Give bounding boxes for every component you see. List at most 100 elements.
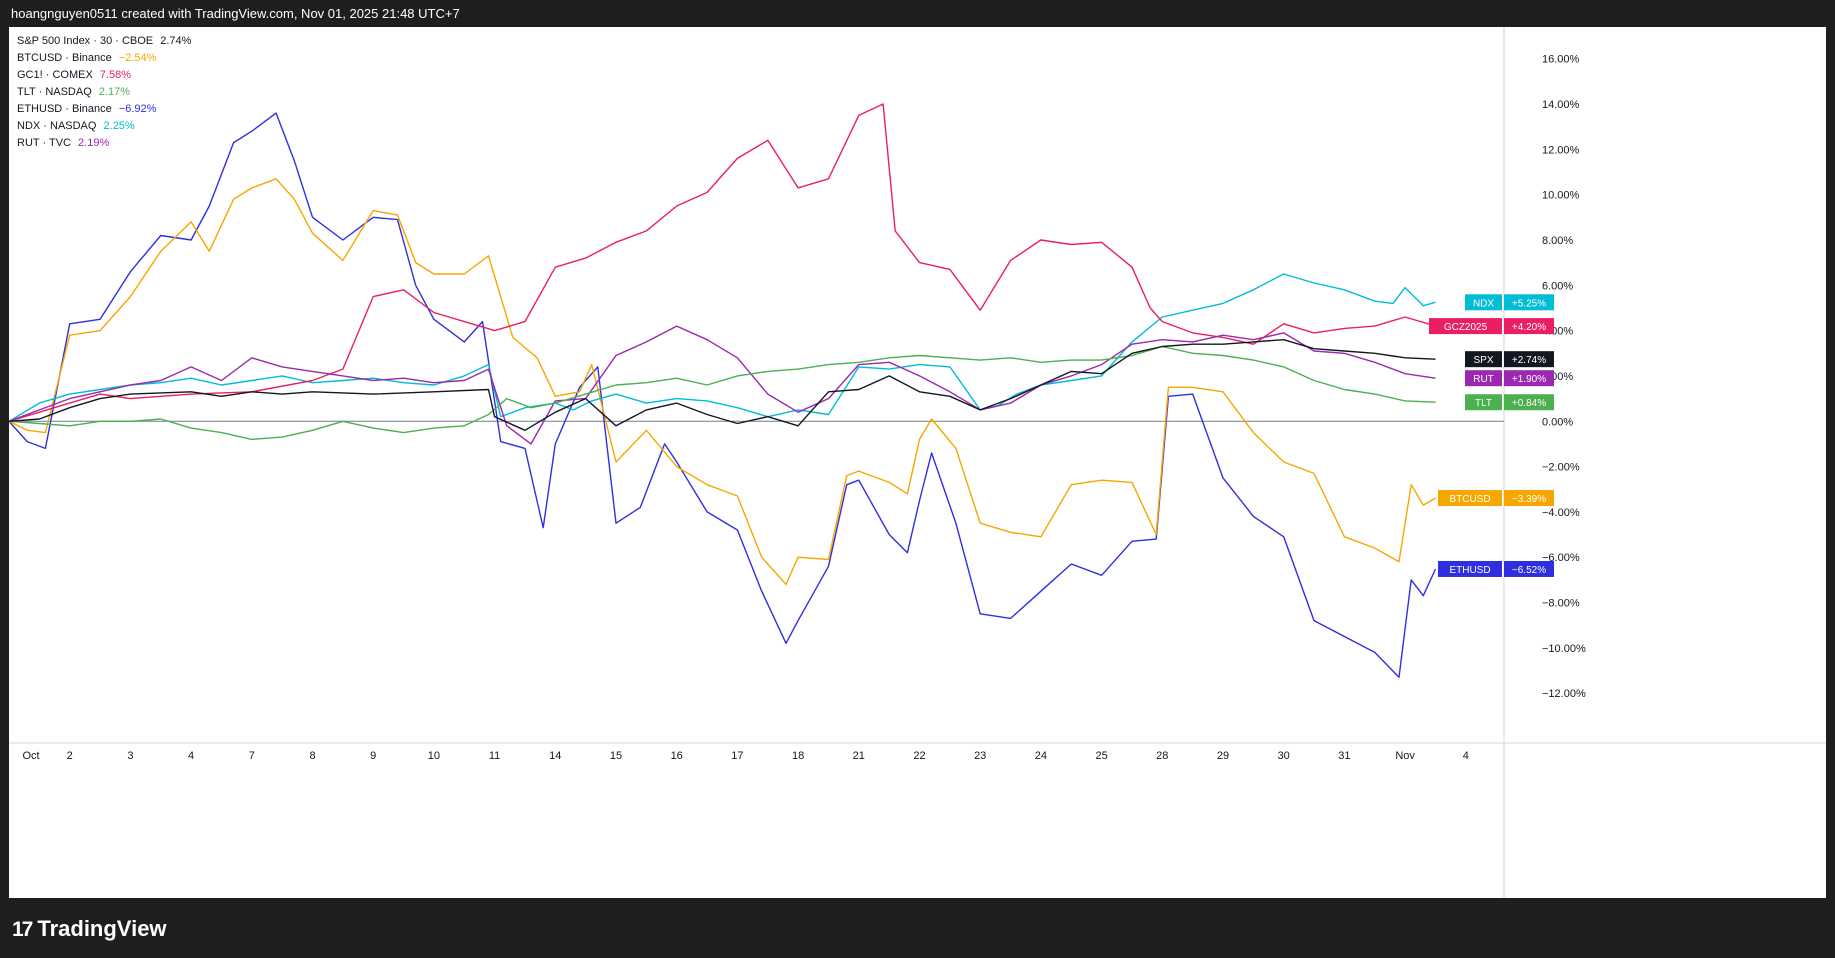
series-value-tag-tlt xyxy=(1504,394,1554,411)
logo-text: TradingView xyxy=(37,916,167,941)
x-tick-label: 28 xyxy=(1156,750,1168,762)
series-value-tag-ethusd xyxy=(1504,560,1554,577)
series-badge-label: NDX xyxy=(1473,298,1494,309)
series-value-label: +1.90% xyxy=(1512,374,1546,385)
y-tick-label: −8.00% xyxy=(1542,598,1580,610)
series-value-label: −6.52% xyxy=(1512,565,1546,576)
x-tick-label: 3 xyxy=(127,750,133,762)
plot-area[interactable]: −12.00%−10.00%−8.00%−6.00%−4.00%−2.00%0.… xyxy=(9,27,1826,898)
y-tick-label: 6.00% xyxy=(1542,280,1573,292)
legend-row[interactable]: GC1! · COMEX 7.58% xyxy=(17,67,191,84)
x-tick-label: 23 xyxy=(974,750,986,762)
x-tick-label: 9 xyxy=(370,750,376,762)
x-tick-label: 25 xyxy=(1095,750,1107,762)
legend-symbol: ETHUSD · Binance xyxy=(17,103,115,115)
legend-row[interactable]: BTCUSD · Binance −2.54% xyxy=(17,50,191,67)
series-line-gcz2025[interactable] xyxy=(9,103,1436,422)
x-tick-label: 4 xyxy=(1463,750,1469,762)
series-badge-ndx xyxy=(1465,294,1502,311)
legend-symbol: TLT · NASDAQ xyxy=(17,86,95,98)
x-tick-label: 14 xyxy=(549,750,561,762)
series-line-btcusd[interactable] xyxy=(9,178,1436,586)
x-tick-label: 7 xyxy=(249,750,255,762)
x-tick-label: 15 xyxy=(610,750,622,762)
series-badge-tlt xyxy=(1465,394,1502,411)
x-tick-label: 10 xyxy=(428,750,440,762)
series-value-label: +4.20% xyxy=(1512,322,1546,333)
legend-row[interactable]: S&P 500 Index · 30 · CBOE 2.74% xyxy=(17,33,191,50)
chart-footer: 17 TradingView xyxy=(0,898,1835,958)
x-tick-label: Nov xyxy=(1395,750,1415,762)
chart-panel[interactable]: −12.00% −10.00% −8.00% −6.00% −4.00% −2.00% 0.… xyxy=(9,27,1826,898)
y-tick-label: 16.00% xyxy=(1542,54,1580,66)
series-badge-label: BTCUSD xyxy=(1449,494,1490,505)
x-tick-label: 24 xyxy=(1035,750,1047,762)
legend-value: 2.74% xyxy=(160,35,192,47)
x-tick-label: 30 xyxy=(1278,750,1290,762)
series-badge-ethusd xyxy=(1438,560,1502,577)
series-value-label: +2.74% xyxy=(1512,355,1546,366)
y-tick-label: −10.00% xyxy=(1542,643,1586,655)
x-tick-label: Oct xyxy=(22,750,39,762)
series-line-tlt[interactable] xyxy=(9,345,1436,441)
legend-symbol: GC1! · COMEX xyxy=(17,69,96,81)
legend-row[interactable]: NDX · NASDAQ 2.25% xyxy=(17,118,191,135)
logo-mark-icon: 17 xyxy=(12,918,33,941)
x-tick-label: 31 xyxy=(1338,750,1350,762)
legend-value: 2.17% xyxy=(98,86,131,98)
y-tick-label: 12.00% xyxy=(1542,144,1580,156)
y-tick-label: 14.00% xyxy=(1542,99,1580,111)
series-value-tag-gcz2025 xyxy=(1504,318,1554,335)
chart-header: hoangnguyen0511 created with TradingView… xyxy=(0,0,1835,27)
x-tick-label: 21 xyxy=(853,750,865,762)
series-badge-label: SPX xyxy=(1473,355,1493,366)
legend-symbol: RUT · TVC xyxy=(17,137,75,149)
legend-value: 2.19% xyxy=(78,137,110,149)
x-tick-label: 8 xyxy=(309,750,315,762)
legend-symbol: NDX · NASDAQ xyxy=(17,120,100,132)
header-attribution: hoangnguyen0511 created with TradingView… xyxy=(11,6,460,21)
series-badge-btcusd xyxy=(1438,490,1502,507)
series-value-label: −3.39% xyxy=(1512,494,1546,505)
x-tick-label: 17 xyxy=(731,750,743,762)
series-value-tag-ndx xyxy=(1504,294,1554,311)
legend-row[interactable]: RUT · TVC 2.19% xyxy=(17,135,191,152)
series-line-ethusd[interactable] xyxy=(9,112,1437,678)
x-tick-label: 18 xyxy=(792,750,804,762)
legend-value: −2.54% xyxy=(118,52,157,64)
x-tick-label: 4 xyxy=(188,750,194,762)
tradingview-logo: 17 TradingView xyxy=(12,916,167,942)
series-badge-rut xyxy=(1465,370,1502,387)
series-badge-label: RUT xyxy=(1473,374,1494,385)
x-tick-label: 16 xyxy=(671,750,683,762)
legend-symbol: BTCUSD · Binance xyxy=(17,52,115,64)
legend-symbol: S&P 500 Index · 30 · CBOE xyxy=(17,35,157,47)
x-tick-label: 22 xyxy=(913,750,925,762)
series-line-rut[interactable] xyxy=(9,325,1436,445)
x-tick-label: 2 xyxy=(67,750,73,762)
y-tick-label: 0.00% xyxy=(1542,416,1573,428)
series-legend: S&P 500 Index · 30 · CBOE 2.74% BTCUSD · … xyxy=(17,33,191,152)
series-badge-gcz2025 xyxy=(1429,318,1502,335)
series-line-spx[interactable] xyxy=(9,339,1436,431)
legend-row[interactable]: TLT · NASDAQ 2.17% xyxy=(17,84,191,101)
series-value-label: +5.25% xyxy=(1512,298,1546,309)
series-value-label: +0.84% xyxy=(1512,398,1546,409)
y-tick-label: −12.00% xyxy=(1542,688,1586,700)
series-line-ndx[interactable] xyxy=(9,273,1436,422)
legend-value: −6.92% xyxy=(118,103,157,115)
series-value-tag-btcusd xyxy=(1504,490,1554,507)
series-value-tag-spx xyxy=(1504,351,1554,368)
y-tick-label: −2.00% xyxy=(1542,462,1580,474)
series-badge-label: ETHUSD xyxy=(1449,565,1490,576)
x-tick-label: 29 xyxy=(1217,750,1229,762)
series-badge-label: GCZ2025 xyxy=(1444,322,1488,333)
y-tick-label: −4.00% xyxy=(1542,507,1580,519)
y-tick-label: 8.00% xyxy=(1542,235,1573,247)
legend-row[interactable]: ETHUSD · Binance −6.92% xyxy=(17,101,191,118)
x-tick-label: 11 xyxy=(489,750,500,762)
series-badge-spx xyxy=(1465,351,1502,368)
series-value-tag-rut xyxy=(1504,370,1554,387)
legend-value: 2.25% xyxy=(103,120,135,132)
y-tick-label: 10.00% xyxy=(1542,190,1580,202)
